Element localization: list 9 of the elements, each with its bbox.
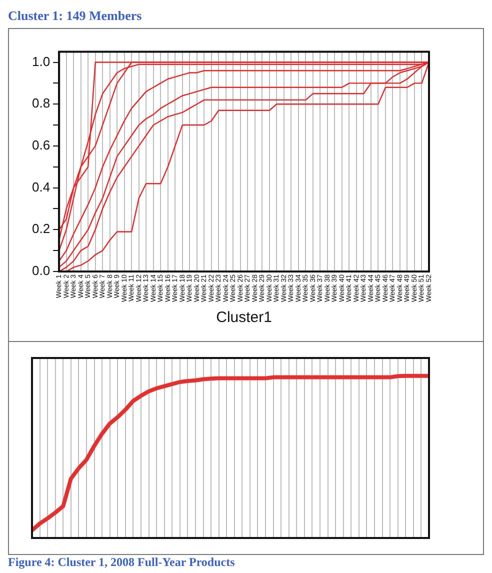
x-axis-title: Cluster1 xyxy=(216,309,272,326)
caption: Figure 4: Cluster 1, 2008 Full-Year Products xyxy=(8,555,236,570)
y-tick-label: 0.8 xyxy=(32,96,50,111)
chart-title: Cluster 1: 149 Members xyxy=(8,8,143,24)
y-tick-label: 0.6 xyxy=(32,138,50,153)
y-tick-label: 0.0 xyxy=(32,263,50,278)
y-tick-label: 0.2 xyxy=(32,221,50,236)
y-tick-label: 1.0 xyxy=(32,54,50,69)
y-tick-label: 0.4 xyxy=(32,179,50,194)
